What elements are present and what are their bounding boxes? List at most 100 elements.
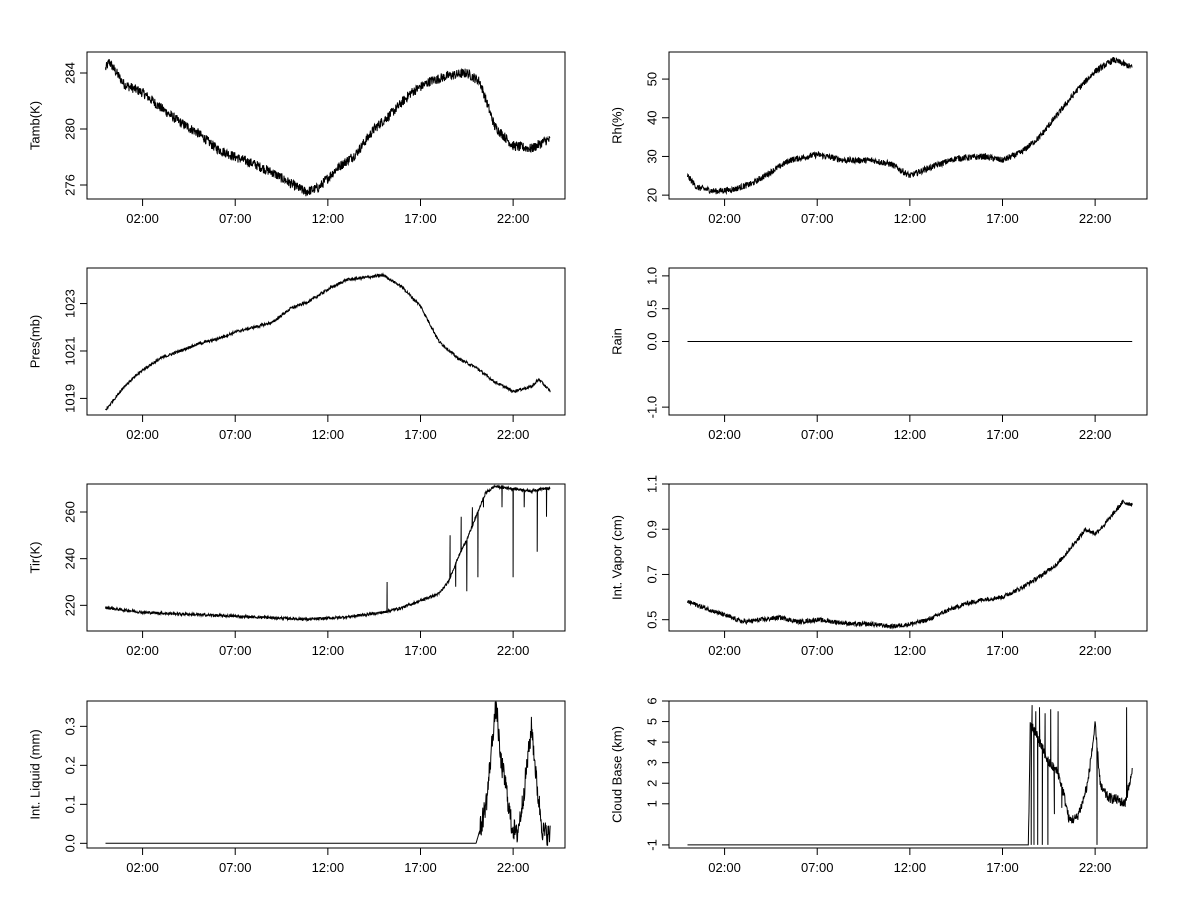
x-tick-label: 17:00 (404, 860, 437, 875)
y-tick-label: 280 (63, 118, 78, 140)
x-tick-label: 02:00 (126, 211, 159, 226)
y-axis-label: Rh(%) (610, 107, 625, 144)
data-series-line (687, 499, 1133, 630)
x-tick-label: 17:00 (986, 211, 1019, 226)
y-tick-label: 276 (63, 174, 78, 196)
x-tick-label: 22:00 (497, 860, 530, 875)
x-tick-label: 02:00 (126, 643, 159, 658)
x-tick-label: 07:00 (801, 211, 834, 226)
y-tick-label: 1.0 (645, 267, 660, 285)
y-tick-label: 1 (645, 800, 660, 807)
x-tick-label: 07:00 (219, 643, 252, 658)
y-axis-label: Tir(K) (28, 541, 43, 573)
panel-7: 02:00 07:00 12:00 17:00 22:00 0.0 0.1 0.2 0.3 Int… (28, 700, 566, 875)
y-tick-label: 4 (645, 739, 660, 746)
y-tick-label: 220 (63, 594, 78, 616)
x-tick-label: 07:00 (219, 427, 252, 442)
y-tick-label: 0.2 (63, 756, 78, 774)
data-series-line (687, 56, 1133, 196)
y-tick-label: 0.5 (645, 611, 660, 629)
x-tick-label: 17:00 (404, 643, 437, 658)
y-tick-label: 1.1 (645, 475, 660, 493)
y-tick-label: -1.0 (645, 396, 660, 418)
x-tick-label: 02:00 (708, 427, 741, 442)
x-tick-label: 22:00 (1079, 211, 1112, 226)
y-axis-label: Int. Liquid (mm) (28, 729, 43, 819)
x-tick-label: 22:00 (1079, 427, 1112, 442)
panel-6: 02:00 07:00 12:00 17:00 22:00 0.5 0.7 0.9 1.1 Int… (610, 475, 1148, 658)
plot-frame (86, 483, 566, 632)
x-tick-label: 12:00 (894, 211, 927, 226)
x-tick-label: 17:00 (986, 860, 1019, 875)
y-tick-label: 30 (645, 149, 660, 163)
x-tick-label: 02:00 (708, 643, 741, 658)
panel-1: 02:00 07:00 12:00 17:00 22:00 276 280 284 Tamb(K… (28, 51, 566, 226)
y-tick-label: 260 (63, 501, 78, 523)
y-tick-label: 5 (645, 718, 660, 725)
panel-4: 02:00 07:00 12:00 17:00 22:00 -1.0 0.0 0.5 1.0 Ra… (610, 267, 1148, 442)
y-tick-label: 0.3 (63, 717, 78, 735)
y-tick-label: 50 (645, 72, 660, 86)
data-series-line (105, 483, 551, 623)
x-tick-label: 02:00 (708, 860, 741, 875)
plot-frame (86, 51, 566, 200)
x-tick-label: 17:00 (404, 427, 437, 442)
x-tick-label: 17:00 (404, 211, 437, 226)
panel-8: 02:00 07:00 12:00 17:00 22:00 -1 1 2 3 4 5 6 Cloud B… (610, 697, 1148, 875)
y-tick-label: 0.5 (645, 300, 660, 318)
x-tick-label: 22:00 (497, 211, 530, 226)
y-tick-label: 0.1 (63, 795, 78, 813)
y-tick-label: 0.0 (63, 834, 78, 852)
x-tick-label: 17:00 (986, 427, 1019, 442)
x-tick-label: 22:00 (1079, 643, 1112, 658)
x-tick-label: 07:00 (801, 860, 834, 875)
panel-2: 02:00 07:00 12:00 17:00 22:00 20 30 40 50 Rh(%) (610, 51, 1148, 226)
x-tick-label: 07:00 (219, 860, 252, 875)
y-tick-label: 240 (63, 548, 78, 570)
y-axis-label: Int. Vapor (cm) (610, 515, 625, 600)
y-tick-label: 0.7 (645, 565, 660, 583)
x-tick-label: 12:00 (312, 211, 345, 226)
x-tick-label: 07:00 (801, 427, 834, 442)
x-tick-label: 17:00 (986, 643, 1019, 658)
x-tick-label: 22:00 (1079, 860, 1112, 875)
y-tick-label: -1 (645, 839, 660, 851)
panel-5: 02:00 07:00 12:00 17:00 22:00 220 240 260 Tir(K) (28, 483, 566, 658)
y-tick-label: 1019 (63, 384, 78, 413)
x-tick-label: 12:00 (894, 643, 927, 658)
y-tick-label: 0.0 (645, 332, 660, 350)
x-tick-label: 12:00 (312, 643, 345, 658)
y-tick-label: 284 (63, 62, 78, 84)
y-axis-label: Tamb(K) (28, 101, 43, 150)
y-tick-label: 40 (645, 111, 660, 125)
y-tick-label: 6 (645, 697, 660, 704)
x-tick-label: 02:00 (126, 427, 159, 442)
x-tick-label: 12:00 (312, 860, 345, 875)
x-tick-label: 02:00 (708, 211, 741, 226)
y-axis-label: Cloud Base (km) (610, 726, 625, 823)
y-tick-label: 0.9 (645, 520, 660, 538)
x-tick-label: 02:00 (126, 860, 159, 875)
y-tick-label: 1021 (63, 337, 78, 366)
plot-frame (668, 483, 1148, 632)
plot-frame (86, 700, 566, 849)
x-tick-label: 07:00 (801, 643, 834, 658)
x-tick-label: 22:00 (497, 427, 530, 442)
plot-frame (668, 700, 1148, 849)
y-tick-label: 20 (645, 188, 660, 202)
data-series-line (687, 705, 1133, 846)
y-tick-label: 3 (645, 759, 660, 766)
panel-3: 02:00 07:00 12:00 17:00 22:00 1019 1021 1023 Pre… (28, 267, 566, 442)
x-tick-label: 12:00 (894, 860, 927, 875)
data-series-line (105, 59, 551, 197)
data-series-line (105, 701, 551, 846)
plot-frame (86, 267, 566, 416)
y-tick-label: 1023 (63, 289, 78, 318)
y-axis-label: Pres(mb) (28, 315, 43, 368)
x-tick-label: 12:00 (894, 427, 927, 442)
data-series-line (105, 272, 551, 411)
x-tick-label: 07:00 (219, 211, 252, 226)
y-axis-label: Rain (610, 328, 625, 355)
y-tick-label: 2 (645, 780, 660, 787)
